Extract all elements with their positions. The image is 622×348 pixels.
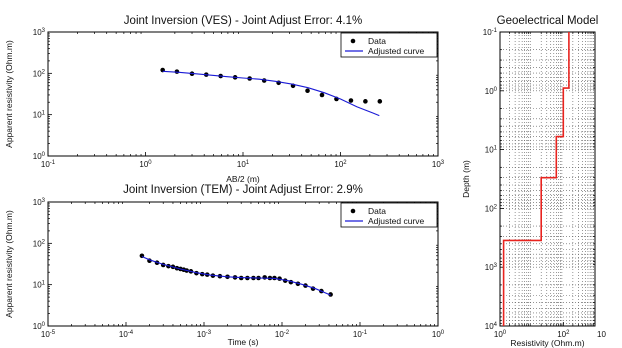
x-tick-label: 100 — [432, 330, 445, 339]
x-tick-label: 101 — [237, 160, 250, 169]
adjusted-curve-line — [162, 70, 380, 117]
y-axis-label: Depth (m) — [461, 160, 471, 198]
y-tick-label: 101 — [33, 111, 46, 120]
x-tick-label: 10-1 — [353, 330, 368, 339]
x-tick-label: 100 — [494, 330, 507, 339]
y-tick-label: 100 — [33, 322, 46, 331]
x-axis-label: Resistivity (Ohm.m) — [510, 338, 584, 348]
x-tick-label: 10-1 — [41, 160, 56, 169]
y-tick-label: 102 — [33, 239, 46, 248]
y-tick-label: 101 — [485, 146, 498, 155]
plot-frame — [47, 201, 439, 327]
x-tick-label: 10-2 — [275, 330, 290, 339]
data-point — [348, 98, 354, 103]
chart-title: Geoelectrical Model — [497, 15, 599, 27]
legend-box — [340, 202, 438, 228]
legend-marker-dot — [350, 38, 356, 44]
data-point — [305, 88, 310, 94]
x-tick-label: 100 — [139, 160, 152, 169]
y-tick-label: 100 — [33, 152, 46, 161]
y-tick-label: 102 — [33, 69, 46, 78]
legend-label: Data — [368, 206, 386, 216]
adjusted-curve-line — [141, 255, 331, 296]
data-point — [377, 99, 383, 104]
data-point — [262, 275, 267, 280]
y-tick-label: 10-1 — [483, 28, 498, 37]
data-point — [319, 92, 325, 98]
plot-frame — [499, 31, 596, 327]
y-tick-label: 102 — [485, 204, 498, 213]
legend-box — [340, 32, 438, 58]
y-tick-label: 103 — [33, 198, 46, 207]
x-tick-label: 102 — [557, 330, 570, 339]
x-axis-label: AB/2 (m) — [226, 174, 260, 184]
x-tick-label: 102 — [334, 160, 347, 169]
y-axis-label: Apparent resistivity (Ohm.m) — [4, 210, 14, 318]
x-tick-label: 10-4 — [119, 330, 134, 339]
data-point — [363, 99, 368, 104]
x-tick-label: 10-3 — [197, 330, 212, 339]
chart-title: Joint Inversion (TEM) - Joint Adjust Err… — [123, 184, 363, 196]
legend-label: Data — [368, 36, 386, 46]
y-axis-label: Apparent resistivity (Ohm.m) — [4, 40, 14, 148]
y-tick-label: 100 — [485, 87, 498, 96]
legend-label: Adjusted curve — [368, 216, 424, 226]
geoelectrical-model-chart: Geoelectrical Model 100 102 10 10-1 100 101 102… — [461, 15, 606, 348]
y-tick-label: 101 — [33, 281, 46, 290]
y-tick-label: 103 — [33, 28, 46, 37]
x-axis-label: Time (s) — [228, 337, 259, 347]
chart-title: Joint Inversion (VES) - Joint Adjust Err… — [124, 15, 362, 27]
tem-chart: Joint Inversion (TEM) - Joint Adjust Err… — [4, 184, 445, 347]
legend-marker-dot — [350, 208, 356, 214]
model-step-line — [502, 32, 570, 326]
legend-label: Adjusted curve — [368, 46, 424, 56]
y-tick-label: 103 — [485, 263, 498, 272]
x-tick-label: 10-5 — [41, 330, 56, 339]
ves-chart: Joint Inversion (VES) - Joint Adjust Err… — [4, 15, 445, 184]
y-tick-label: 104 — [485, 322, 498, 331]
data-point — [328, 292, 333, 297]
x-tick-label: 10 — [597, 330, 606, 339]
x-tick-label: 103 — [432, 160, 445, 169]
